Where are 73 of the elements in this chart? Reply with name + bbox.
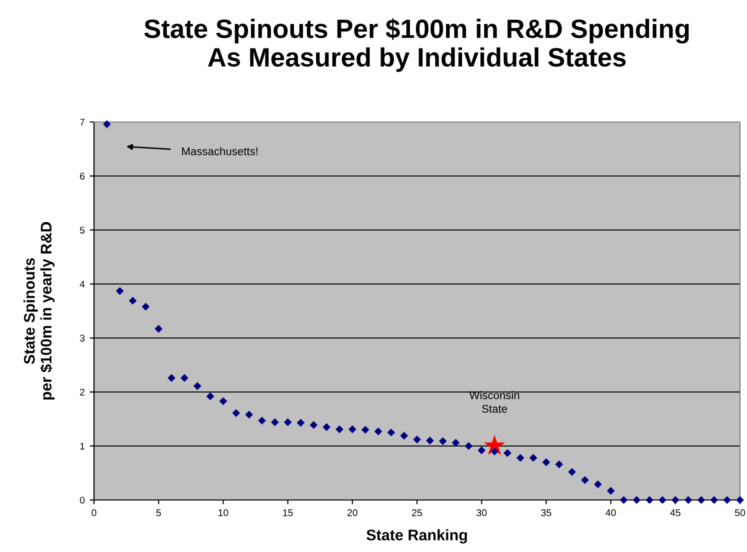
point bbox=[606, 486, 615, 495]
y-tick-label: 3 bbox=[80, 334, 85, 342]
x-tick-label: 25 bbox=[412, 509, 422, 516]
point bbox=[154, 324, 163, 333]
point bbox=[219, 397, 228, 406]
point bbox=[116, 287, 124, 295]
point bbox=[387, 428, 396, 436]
x-tick-label: 5 bbox=[156, 509, 161, 516]
x-tick-label: 20 bbox=[347, 509, 358, 516]
point bbox=[581, 476, 589, 484]
point bbox=[232, 409, 240, 417]
x-tick-label: 45 bbox=[670, 509, 680, 516]
point bbox=[516, 454, 524, 462]
point bbox=[128, 296, 137, 305]
point bbox=[671, 496, 680, 504]
point bbox=[374, 427, 382, 436]
point bbox=[490, 447, 498, 456]
x-tick-label: 0 bbox=[92, 509, 96, 516]
point bbox=[336, 425, 344, 434]
point bbox=[296, 418, 305, 427]
y-tick-label: 1 bbox=[80, 442, 84, 450]
point bbox=[632, 496, 641, 504]
chart-title: State Spinouts Per $100m in R&D Spending As Measured by Individual States bbox=[144, 18, 689, 72]
point bbox=[180, 374, 188, 382]
y-axis-title: State Spinouts per $100m in yearly R&D bbox=[24, 222, 55, 400]
point bbox=[464, 442, 473, 450]
x-tick-label: 40 bbox=[606, 509, 616, 516]
point bbox=[168, 374, 176, 382]
point bbox=[193, 382, 202, 390]
point bbox=[245, 410, 253, 419]
point bbox=[452, 438, 460, 447]
point bbox=[310, 421, 318, 429]
x-tick-label: 35 bbox=[541, 509, 552, 516]
point bbox=[529, 454, 538, 462]
point bbox=[723, 496, 732, 504]
point bbox=[142, 302, 150, 311]
point bbox=[102, 120, 111, 128]
point bbox=[322, 423, 330, 432]
y-tick-label: 0 bbox=[80, 496, 85, 504]
point bbox=[697, 496, 706, 504]
x-tick-label: 30 bbox=[476, 509, 487, 516]
point bbox=[258, 416, 266, 425]
point bbox=[206, 392, 214, 400]
point bbox=[426, 436, 434, 445]
point bbox=[658, 496, 666, 504]
y-tick-label: 5 bbox=[80, 226, 85, 234]
annotation: Wisconsin State bbox=[469, 391, 520, 413]
point bbox=[710, 496, 718, 504]
point bbox=[646, 496, 654, 504]
point bbox=[400, 432, 408, 440]
x-tick-label: 15 bbox=[283, 509, 293, 516]
x-tick-label: 10 bbox=[218, 509, 228, 516]
annotation: Massachusetts! bbox=[182, 147, 258, 156]
y-tick-label: 7 bbox=[80, 118, 84, 126]
point bbox=[284, 418, 292, 426]
y-tick-label: 4 bbox=[80, 280, 85, 288]
point bbox=[413, 436, 421, 444]
point bbox=[478, 446, 486, 454]
point bbox=[594, 480, 602, 488]
point bbox=[555, 460, 564, 468]
point bbox=[684, 496, 692, 504]
x-tick-label: 50 bbox=[734, 509, 746, 516]
point bbox=[438, 437, 447, 446]
y-tick-label: 2 bbox=[80, 388, 84, 396]
point bbox=[504, 449, 512, 457]
point bbox=[620, 496, 628, 504]
point bbox=[348, 425, 356, 434]
point bbox=[270, 418, 279, 426]
y-tick-label: 6 bbox=[80, 172, 85, 180]
x-axis-title: State Ranking bbox=[366, 529, 467, 544]
point bbox=[361, 426, 370, 434]
point bbox=[542, 458, 550, 466]
point bbox=[568, 468, 576, 476]
